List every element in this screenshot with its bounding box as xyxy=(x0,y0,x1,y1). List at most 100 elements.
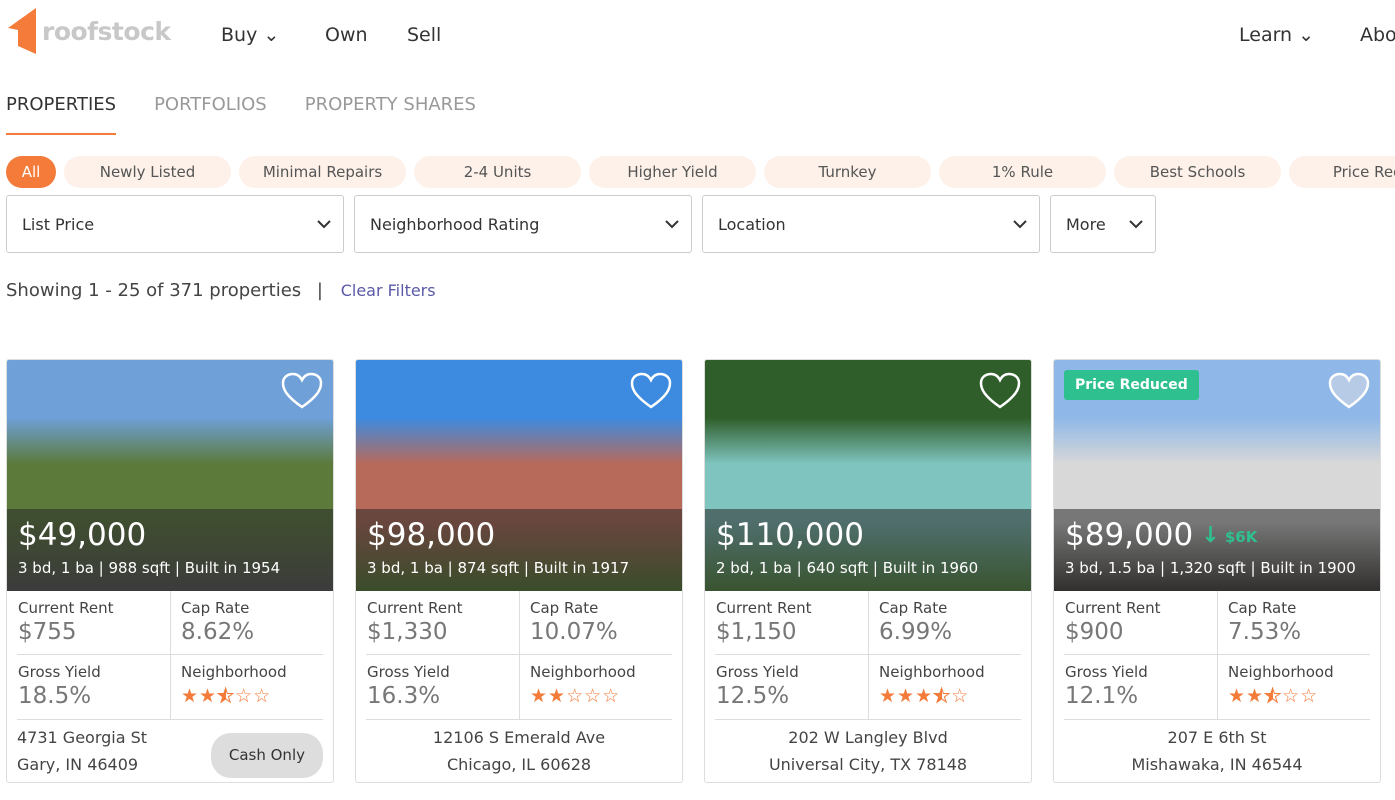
filter-bar: List Price Neighborhood Rating Location Mor… xyxy=(6,195,1156,253)
price-overlay: $89,000 ↓ $6K 3 bd, 1.5 ba | 1,320 sqft |… xyxy=(1054,509,1380,591)
nav-learn[interactable]: Learn ⌄ xyxy=(1239,24,1315,46)
cap-rate-label: Cap Rate xyxy=(1228,599,1297,617)
price-overlay: $98,000 3 bd, 1 ba | 874 sqft | Built in… xyxy=(356,509,682,591)
price-drop: ↓ $6K xyxy=(1201,523,1257,548)
cap-rate: 6.99% xyxy=(879,619,953,645)
gross-yield-label: Gross Yield xyxy=(18,663,101,681)
favorite-heart-icon[interactable] xyxy=(630,372,672,410)
quick-filter-chips: All Newly Listed Minimal Repairs 2-4 Units H… xyxy=(6,156,1395,188)
neighborhood-label: Neighborhood xyxy=(879,663,985,681)
rent-label: Current Rent xyxy=(18,599,114,617)
property-card[interactable]: Price Reduced $89,000 ↓ $6K 3 bd, 1.5 ba … xyxy=(1053,359,1381,783)
logo[interactable]: roofstock xyxy=(8,8,171,54)
nav-own[interactable]: Own xyxy=(325,24,368,46)
rent-label: Current Rent xyxy=(367,599,463,617)
address-street: 12106 S Emerald Ave xyxy=(432,727,606,747)
neighborhood-rating-stars: ★★★☆☆ xyxy=(181,685,272,708)
address-street: 202 W Langley Blvd xyxy=(788,727,948,747)
property-photo[interactable]: $98,000 3 bd, 1 ba | 874 sqft | Built in… xyxy=(356,360,682,591)
current-rent: $900 xyxy=(1065,619,1124,645)
price-overlay: $110,000 2 bd, 1 ba | 640 sqft | Built i… xyxy=(705,509,1031,591)
roofstock-logo-icon xyxy=(8,8,36,54)
property-photo[interactable]: Price Reduced $89,000 ↓ $6K 3 bd, 1.5 ba … xyxy=(1054,360,1380,591)
chip-1-rule[interactable]: 1% Rule xyxy=(939,156,1106,188)
results-count: Showing 1 - 25 of 371 properties xyxy=(6,280,302,301)
chip-turnkey[interactable]: Turnkey xyxy=(764,156,931,188)
property-card[interactable]: $98,000 3 bd, 1 ba | 874 sqft | Built in… xyxy=(355,359,683,783)
chevron-down-icon xyxy=(665,219,679,228)
favorite-heart-icon[interactable] xyxy=(1328,372,1370,410)
filter-location[interactable]: Location xyxy=(702,195,1040,253)
property-address: 12106 S Emerald Ave Chicago, IL 60628 xyxy=(366,719,672,781)
tab-portfolios[interactable]: PORTFOLIOS xyxy=(154,94,267,115)
filter-more[interactable]: More xyxy=(1050,195,1156,253)
results-summary: Showing 1 - 25 of 371 properties | Clear… xyxy=(6,280,436,301)
filter-neighborhood-rating[interactable]: Neighborhood Rating xyxy=(354,195,692,253)
gross-yield: 12.1% xyxy=(1065,683,1139,709)
property-specs: 2 bd, 1 ba | 640 sqft | Built in 1960 xyxy=(716,559,979,577)
property-list: $49,000 3 bd, 1 ba | 988 sqft | Built in… xyxy=(6,359,1381,783)
chevron-down-icon xyxy=(317,219,331,228)
property-card[interactable]: $110,000 2 bd, 1 ba | 640 sqft | Built i… xyxy=(704,359,1032,783)
list-price: $98,000 xyxy=(367,517,496,553)
list-price: $110,000 xyxy=(716,517,864,553)
favorite-heart-icon[interactable] xyxy=(979,372,1021,410)
price-overlay: $49,000 3 bd, 1 ba | 988 sqft | Built in… xyxy=(7,509,333,591)
address-street: 207 E 6th St xyxy=(1167,727,1267,747)
logo-text: roofstock xyxy=(42,16,171,46)
property-card[interactable]: $49,000 3 bd, 1 ba | 988 sqft | Built in… xyxy=(6,359,334,783)
top-nav: roofstock Buy ⌄ Own Sell Learn ⌄ Abo xyxy=(0,0,1395,72)
favorite-heart-icon[interactable] xyxy=(281,372,323,410)
current-rent: $1,330 xyxy=(367,619,448,645)
cap-rate-label: Cap Rate xyxy=(879,599,948,617)
cap-rate: 7.53% xyxy=(1228,619,1302,645)
chip-price-redu[interactable]: Price Redu xyxy=(1289,156,1395,188)
address-city: Chicago, IL 60628 xyxy=(446,754,592,774)
filter-label: List Price xyxy=(22,214,95,234)
nav-sell[interactable]: Sell xyxy=(407,24,442,46)
neighborhood-label: Neighborhood xyxy=(1228,663,1334,681)
property-specs: 3 bd, 1 ba | 988 sqft | Built in 1954 xyxy=(18,559,281,577)
chip-all[interactable]: All xyxy=(6,156,56,188)
chip-best-schools[interactable]: Best Schools xyxy=(1114,156,1281,188)
filter-list-price[interactable]: List Price xyxy=(6,195,344,253)
filter-label: More xyxy=(1066,214,1106,234)
chip-minimal-repairs[interactable]: Minimal Repairs xyxy=(239,156,406,188)
nav-buy[interactable]: Buy ⌄ xyxy=(221,24,280,46)
property-address: 202 W Langley Blvd Universal City, TX 78… xyxy=(715,719,1021,781)
gross-yield: 18.5% xyxy=(18,683,92,709)
list-price: $89,000 xyxy=(1065,517,1194,553)
category-tabs: PROPERTIES PORTFOLIOS PROPERTY SHARES xyxy=(6,94,476,135)
gross-yield: 12.5% xyxy=(716,683,790,709)
neighborhood-rating-stars: ★★★☆☆ xyxy=(1228,685,1319,708)
neighborhood-label: Neighborhood xyxy=(181,663,287,681)
gross-yield-label: Gross Yield xyxy=(716,663,799,681)
chevron-down-icon: ⌄ xyxy=(1298,24,1315,46)
tab-property-shares[interactable]: PROPERTY SHARES xyxy=(304,94,476,115)
cap-rate: 8.62% xyxy=(181,619,255,645)
gross-yield-label: Gross Yield xyxy=(1065,663,1148,681)
filter-label: Neighborhood Rating xyxy=(370,214,540,234)
chip-2-4-units[interactable]: 2-4 Units xyxy=(414,156,581,188)
property-photo[interactable]: $49,000 3 bd, 1 ba | 988 sqft | Built in… xyxy=(7,360,333,591)
address-street: 4731 Georgia St xyxy=(17,727,148,747)
chip-higher-yield[interactable]: Higher Yield xyxy=(589,156,756,188)
property-photo[interactable]: $110,000 2 bd, 1 ba | 640 sqft | Built i… xyxy=(705,360,1031,591)
clear-filters-link[interactable]: Clear Filters xyxy=(340,281,436,300)
address-city: Gary, IN 46409 xyxy=(17,754,139,774)
property-address: 207 E 6th St Mishawaka, IN 46544 xyxy=(1064,719,1370,781)
neighborhood-rating-stars: ★★☆☆☆ xyxy=(530,685,621,707)
chip-newly-listed[interactable]: Newly Listed xyxy=(64,156,231,188)
chevron-down-icon xyxy=(1013,219,1027,228)
current-rent: $755 xyxy=(18,619,77,645)
property-specs: 3 bd, 1 ba | 874 sqft | Built in 1917 xyxy=(367,559,630,577)
neighborhood-label: Neighborhood xyxy=(530,663,636,681)
cap-rate-label: Cap Rate xyxy=(530,599,599,617)
tab-properties[interactable]: PROPERTIES xyxy=(6,94,117,135)
property-specs: 3 bd, 1.5 ba | 1,320 sqft | Built in 190… xyxy=(1065,559,1356,577)
nav-about[interactable]: Abo xyxy=(1360,24,1395,46)
rent-label: Current Rent xyxy=(716,599,812,617)
price-drop-amount: $6K xyxy=(1224,527,1258,546)
cap-rate-label: Cap Rate xyxy=(181,599,250,617)
filter-label: Location xyxy=(718,214,786,234)
